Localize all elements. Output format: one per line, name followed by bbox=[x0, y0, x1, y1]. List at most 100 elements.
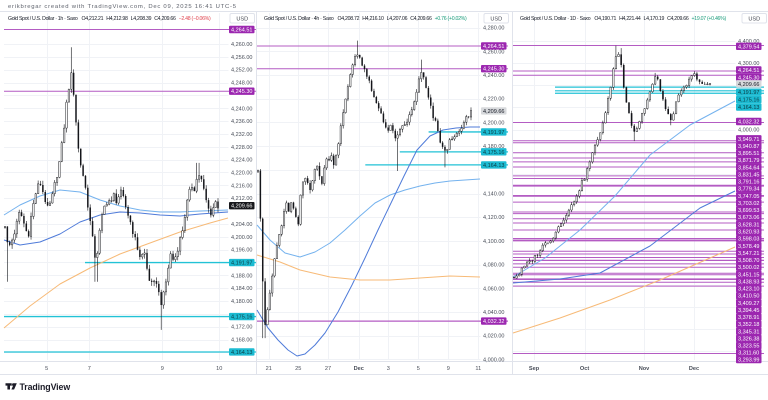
svg-text:Nov: Nov bbox=[639, 366, 650, 372]
svg-text:4,216.00: 4,216.00 bbox=[231, 183, 252, 189]
svg-text:3,394.45: 3,394.45 bbox=[738, 308, 759, 314]
svg-text:3,423.10: 3,423.10 bbox=[738, 287, 759, 293]
svg-text:7: 7 bbox=[88, 366, 91, 372]
svg-text:USD: USD bbox=[748, 17, 760, 23]
svg-text:4,252.00: 4,252.00 bbox=[231, 68, 252, 74]
svg-text:TradingView: TradingView bbox=[20, 382, 71, 392]
svg-text:4,184.00: 4,184.00 bbox=[231, 286, 252, 292]
svg-text:4,200.00: 4,200.00 bbox=[483, 120, 504, 126]
svg-text:4,180.00: 4,180.00 bbox=[483, 144, 504, 150]
svg-text:Gold Spot / U.S. Dollar · 4h ·: Gold Spot / U.S. Dollar · 4h · Saxo O4,20… bbox=[264, 16, 467, 22]
svg-text:4,040.00: 4,040.00 bbox=[483, 310, 504, 316]
svg-text:4,120.00: 4,120.00 bbox=[483, 215, 504, 221]
svg-text:4,191.97: 4,191.97 bbox=[483, 130, 504, 136]
svg-text:4,100.00: 4,100.00 bbox=[483, 239, 504, 245]
svg-text:4,260.00: 4,260.00 bbox=[231, 42, 252, 48]
svg-text:25: 25 bbox=[295, 366, 301, 372]
svg-text:4,020.00: 4,020.00 bbox=[483, 334, 504, 340]
svg-text:3,949.71: 3,949.71 bbox=[738, 137, 759, 143]
svg-text:4,164.13: 4,164.13 bbox=[231, 350, 252, 356]
svg-text:3,854.64: 3,854.64 bbox=[738, 165, 759, 171]
svg-text:USD: USD bbox=[490, 17, 502, 23]
svg-text:3,699.53: 3,699.53 bbox=[738, 208, 759, 214]
svg-text:Gold Spot / U.S. Dollar · 1h ·: Gold Spot / U.S. Dollar · 1h · Saxo O4,21… bbox=[8, 16, 211, 22]
svg-text:4,032.32: 4,032.32 bbox=[483, 319, 504, 325]
svg-text:4,400.00: 4,400.00 bbox=[738, 39, 759, 45]
svg-text:erikbregar created with Tradin: erikbregar created with TradingView.com,… bbox=[8, 4, 237, 10]
svg-text:3,598.03: 3,598.03 bbox=[738, 237, 759, 243]
svg-text:9: 9 bbox=[161, 366, 164, 372]
svg-text:11: 11 bbox=[475, 366, 481, 372]
svg-text:5: 5 bbox=[45, 366, 48, 372]
svg-text:3,326.38: 3,326.38 bbox=[738, 336, 759, 342]
svg-text:10: 10 bbox=[216, 366, 222, 372]
svg-text:4,188.00: 4,188.00 bbox=[231, 273, 252, 279]
svg-text:3,410.50: 3,410.50 bbox=[738, 294, 759, 300]
svg-text:3,620.93: 3,620.93 bbox=[738, 229, 759, 235]
svg-text:4,212.00: 4,212.00 bbox=[231, 196, 252, 202]
svg-text:5: 5 bbox=[417, 366, 420, 372]
svg-text:3,831.45: 3,831.45 bbox=[738, 172, 759, 178]
svg-text:3,500.02: 3,500.02 bbox=[738, 265, 759, 271]
svg-text:4,175.16: 4,175.16 bbox=[231, 315, 252, 321]
svg-text:4,209.66: 4,209.66 bbox=[231, 204, 252, 210]
svg-text:4,140.00: 4,140.00 bbox=[483, 192, 504, 198]
svg-text:4,224.00: 4,224.00 bbox=[231, 158, 252, 164]
svg-text:Dec: Dec bbox=[689, 366, 699, 372]
svg-text:4,164.13: 4,164.13 bbox=[483, 163, 504, 169]
svg-text:USD: USD bbox=[236, 17, 248, 23]
svg-text:4,200.00: 4,200.00 bbox=[231, 235, 252, 241]
svg-text:4,245.30: 4,245.30 bbox=[483, 67, 504, 73]
svg-text:4,245.30: 4,245.30 bbox=[738, 75, 759, 81]
svg-text:4,032.32: 4,032.32 bbox=[738, 120, 759, 126]
svg-text:4,209.66: 4,209.66 bbox=[738, 82, 759, 88]
svg-text:4,220.00: 4,220.00 bbox=[483, 97, 504, 103]
svg-text:27: 27 bbox=[325, 366, 331, 372]
svg-text:3,791.16: 3,791.16 bbox=[738, 180, 759, 186]
svg-text:4,260.00: 4,260.00 bbox=[483, 49, 504, 55]
svg-text:3,747.05: 3,747.05 bbox=[738, 194, 759, 200]
svg-text:4,240.00: 4,240.00 bbox=[231, 106, 252, 112]
svg-text:4,280.00: 4,280.00 bbox=[483, 26, 504, 32]
svg-text:3,438.93: 3,438.93 bbox=[738, 279, 759, 285]
svg-text:3,703.02: 3,703.02 bbox=[738, 201, 759, 207]
svg-text:21: 21 bbox=[266, 366, 272, 372]
svg-text:3,409.27: 3,409.27 bbox=[738, 301, 759, 307]
svg-text:3,673.06: 3,673.06 bbox=[738, 215, 759, 221]
svg-text:3,451.15: 3,451.15 bbox=[738, 272, 759, 278]
svg-text:9: 9 bbox=[447, 366, 450, 372]
svg-text:Dec: Dec bbox=[354, 366, 364, 372]
svg-text:4,209.66: 4,209.66 bbox=[483, 109, 504, 115]
svg-text:Sep: Sep bbox=[529, 366, 540, 372]
svg-text:3,352.18: 3,352.18 bbox=[738, 322, 759, 328]
svg-text:4,236.00: 4,236.00 bbox=[231, 119, 252, 125]
svg-text:4,264.51: 4,264.51 bbox=[738, 68, 759, 74]
svg-text:4,220.00: 4,220.00 bbox=[231, 171, 252, 177]
svg-text:3,871.79: 3,871.79 bbox=[738, 158, 759, 164]
svg-text:3,547.21: 3,547.21 bbox=[738, 251, 759, 257]
svg-text:4,180.00: 4,180.00 bbox=[231, 299, 252, 305]
svg-text:4,379.54: 4,379.54 bbox=[738, 44, 759, 50]
svg-text:4,000.00: 4,000.00 bbox=[483, 357, 504, 363]
svg-text:4,264.51: 4,264.51 bbox=[231, 28, 252, 34]
svg-text:4,240.00: 4,240.00 bbox=[483, 73, 504, 79]
svg-text:4,191.97: 4,191.97 bbox=[231, 261, 252, 267]
svg-text:4,228.00: 4,228.00 bbox=[231, 145, 252, 151]
svg-text:3: 3 bbox=[387, 366, 390, 372]
svg-text:4,060.00: 4,060.00 bbox=[483, 286, 504, 292]
svg-text:4,248.00: 4,248.00 bbox=[231, 81, 252, 87]
svg-text:3,293.99: 3,293.99 bbox=[738, 358, 759, 364]
svg-text:3,378.91: 3,378.91 bbox=[738, 315, 759, 321]
svg-text:4,264.51: 4,264.51 bbox=[483, 44, 504, 50]
svg-text:4,191.97: 4,191.97 bbox=[738, 90, 759, 96]
svg-text:3,578.49: 3,578.49 bbox=[738, 244, 759, 250]
svg-text:3,628.31: 3,628.31 bbox=[738, 222, 759, 228]
svg-text:Gold Spot / U.S. Dollar · 1D ·: Gold Spot / U.S. Dollar · 1D · Saxo O4,19… bbox=[520, 16, 726, 22]
svg-text:4,164.13: 4,164.13 bbox=[738, 105, 759, 111]
svg-text:Oct: Oct bbox=[580, 366, 589, 372]
svg-text:4,300.00: 4,300.00 bbox=[738, 61, 759, 67]
svg-text:4,232.00: 4,232.00 bbox=[231, 132, 252, 138]
svg-text:3,895.51: 3,895.51 bbox=[738, 151, 759, 157]
svg-text:4,204.00: 4,204.00 bbox=[231, 222, 252, 228]
svg-text:3,323.55: 3,323.55 bbox=[738, 344, 759, 350]
